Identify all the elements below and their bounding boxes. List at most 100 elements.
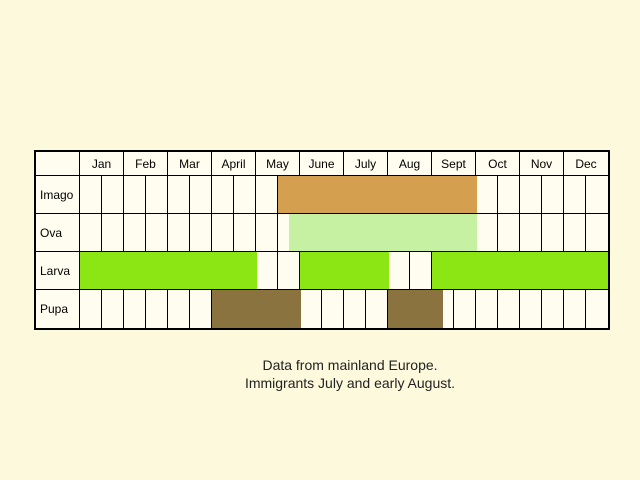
half-month-cell <box>432 214 455 252</box>
note-line-2: Immigrants July and early August. <box>244 375 456 391</box>
stage-period-fill <box>168 252 191 289</box>
stage-period-fill <box>322 214 345 251</box>
half-month-cell <box>520 176 542 214</box>
half-month-cell <box>190 252 213 290</box>
half-month-cell <box>256 290 279 328</box>
stage-period-fill <box>388 290 411 328</box>
half-month-cell <box>498 176 520 214</box>
stage-period-fill <box>410 176 433 213</box>
half-month-cell <box>476 176 498 214</box>
half-month-cell <box>146 290 168 328</box>
half-month-cell <box>388 214 411 252</box>
stage-period-fill <box>80 252 103 289</box>
chart-note: Data from mainland Europe. Immigrants Ju… <box>190 356 510 392</box>
half-month-cell <box>454 176 477 214</box>
half-month-cell <box>388 176 411 214</box>
stage-period-fill <box>300 252 323 289</box>
stage-period-fill <box>212 290 235 328</box>
half-month-cell <box>256 252 278 290</box>
stage-period-fill <box>300 214 323 251</box>
stage-period-fill <box>498 252 521 289</box>
half-month-cell <box>168 290 190 328</box>
stage-period-fill <box>344 252 367 289</box>
half-month-cell <box>410 252 432 290</box>
half-month-cell <box>476 252 499 290</box>
half-month-cell <box>366 290 388 328</box>
half-month-cell <box>388 252 410 290</box>
stage-period-fill <box>278 290 301 328</box>
half-month-cell <box>410 176 433 214</box>
half-month-cell <box>300 214 323 252</box>
stage-period-fill <box>289 214 301 251</box>
stage-period-fill <box>278 176 301 213</box>
stage-label: Pupa <box>36 290 80 328</box>
stage-period-fill <box>124 252 147 289</box>
half-month-cell <box>564 290 586 328</box>
month-header: Mar <box>168 152 212 176</box>
half-month-cell <box>80 214 102 252</box>
half-month-cell <box>322 176 345 214</box>
half-month-cell <box>432 252 455 290</box>
half-month-cell <box>586 176 608 214</box>
half-month-cell <box>80 252 103 290</box>
month-header: Oct <box>476 152 520 176</box>
half-month-cell <box>498 252 521 290</box>
half-month-cell <box>586 290 608 328</box>
half-month-cell <box>102 290 124 328</box>
half-month-cell <box>432 176 455 214</box>
stage-period-fill <box>454 176 477 213</box>
stage-period-fill <box>234 252 257 289</box>
stage-period-fill <box>366 252 389 289</box>
month-header: Feb <box>124 152 168 176</box>
phenology-chart: Jan Feb Mar April May June July Aug Sept Oct Nov De… <box>34 150 610 330</box>
stage-label: Imago <box>36 176 80 214</box>
half-month-cell <box>102 252 125 290</box>
half-month-cell <box>80 176 102 214</box>
half-month-cell <box>586 214 608 252</box>
stage-period-fill <box>146 252 169 289</box>
half-month-cell <box>520 290 542 328</box>
stage-period-fill <box>564 252 587 289</box>
stage-period-fill <box>300 176 323 213</box>
half-month-cell <box>322 290 344 328</box>
half-month-cell <box>498 214 520 252</box>
month-header: Sept <box>432 152 476 176</box>
half-month-cell <box>234 290 257 328</box>
month-header: Dec <box>564 152 608 176</box>
half-month-cell <box>564 176 586 214</box>
half-month-cell <box>322 252 345 290</box>
half-month-cell <box>146 214 168 252</box>
half-month-cell <box>542 252 565 290</box>
header-corner <box>36 152 80 176</box>
half-month-cell <box>278 290 301 328</box>
half-month-cell <box>454 214 477 252</box>
half-month-cell <box>102 176 124 214</box>
half-month-cell <box>190 176 212 214</box>
half-month-cell <box>234 176 256 214</box>
stage-period-fill <box>432 214 455 251</box>
stage-period-fill <box>366 214 389 251</box>
half-month-cell <box>124 252 147 290</box>
half-month-cell <box>454 290 476 328</box>
half-month-cell <box>146 252 169 290</box>
half-month-cell <box>124 290 146 328</box>
stage-period-fill <box>410 214 433 251</box>
stage-period-fill <box>410 290 433 328</box>
half-month-cell <box>564 252 587 290</box>
half-month-cell <box>212 176 234 214</box>
half-month-cell <box>212 290 235 328</box>
stage-period-fill <box>190 252 213 289</box>
half-month-cell <box>542 290 564 328</box>
stage-period-fill <box>388 214 411 251</box>
half-month-cell <box>168 214 190 252</box>
half-month-cell <box>410 290 433 328</box>
stage-period-fill <box>366 176 389 213</box>
half-month-cell <box>278 176 301 214</box>
stage-period-fill <box>476 252 499 289</box>
half-month-cell <box>366 176 389 214</box>
month-header: Nov <box>520 152 564 176</box>
half-month-cell <box>300 252 323 290</box>
half-month-cell <box>278 214 301 252</box>
half-month-cell <box>300 176 323 214</box>
half-month-cell <box>388 290 411 328</box>
